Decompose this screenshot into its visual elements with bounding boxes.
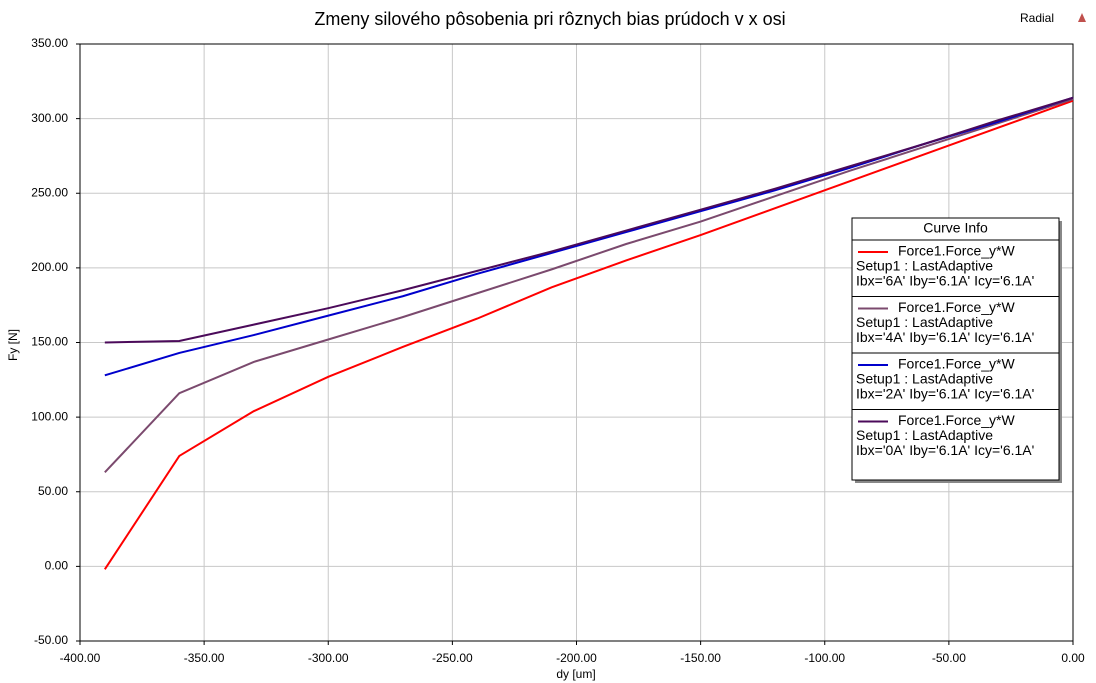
x-tick-label: -400.00 — [60, 651, 101, 665]
legend-params: Ibx='2A' Iby='6.1A' Icy='6.1A' — [856, 386, 1034, 402]
legend-setup: Setup1 : LastAdaptive — [856, 371, 993, 387]
corner-label: Radial — [1020, 11, 1054, 25]
x-tick-label: -150.00 — [680, 651, 721, 665]
legend-title: Curve Info — [923, 220, 988, 236]
x-tick-label: -100.00 — [804, 651, 845, 665]
x-tick-label: 0.00 — [1061, 651, 1085, 665]
legend-setup: Setup1 : LastAdaptive — [856, 427, 993, 443]
legend-label: Force1.Force_y*W — [898, 299, 1015, 315]
legend-params: Ibx='0A' Iby='6.1A' Icy='6.1A' — [856, 442, 1034, 458]
legend-label: Force1.Force_y*W — [898, 356, 1015, 372]
legend-label: Force1.Force_y*W — [898, 412, 1015, 428]
legend-setup: Setup1 : LastAdaptive — [856, 258, 993, 274]
y-tick-label: -50.00 — [34, 633, 68, 647]
chart-title: Zmeny silového pôsobenia pri rôznych bia… — [314, 9, 785, 29]
x-tick-label: -350.00 — [184, 651, 225, 665]
y-tick-label: 0.00 — [45, 559, 69, 573]
series-line — [104, 96, 1074, 344]
x-axis-label: dy [um] — [556, 667, 595, 681]
y-axis-label: Fy [N] — [6, 329, 20, 361]
x-tick-label: -50.00 — [932, 651, 966, 665]
legend-label: Force1.Force_y*W — [898, 243, 1015, 259]
x-tick-label: -300.00 — [308, 651, 349, 665]
y-tick-label: 250.00 — [31, 185, 68, 199]
legend-setup: Setup1 : LastAdaptive — [856, 314, 993, 330]
y-tick-label: 150.00 — [31, 335, 68, 349]
series-line — [104, 98, 1074, 474]
legend-box — [851, 217, 1060, 481]
y-tick-label: 350.00 — [31, 36, 68, 50]
corner-icon — [1078, 13, 1086, 22]
x-tick-label: -250.00 — [432, 651, 473, 665]
y-tick-label: 100.00 — [31, 409, 68, 423]
legend-params: Ibx='6A' Iby='6.1A' Icy='6.1A' — [856, 273, 1034, 289]
y-tick-label: 50.00 — [38, 484, 68, 498]
series-line — [103, 99, 1074, 570]
legend-params: Ibx='4A' Iby='6.1A' Icy='6.1A' — [856, 329, 1034, 345]
y-tick-label: 200.00 — [31, 260, 68, 274]
x-tick-label: -200.00 — [556, 651, 597, 665]
y-tick-label: 300.00 — [31, 111, 68, 125]
plot-frame — [79, 43, 1074, 642]
